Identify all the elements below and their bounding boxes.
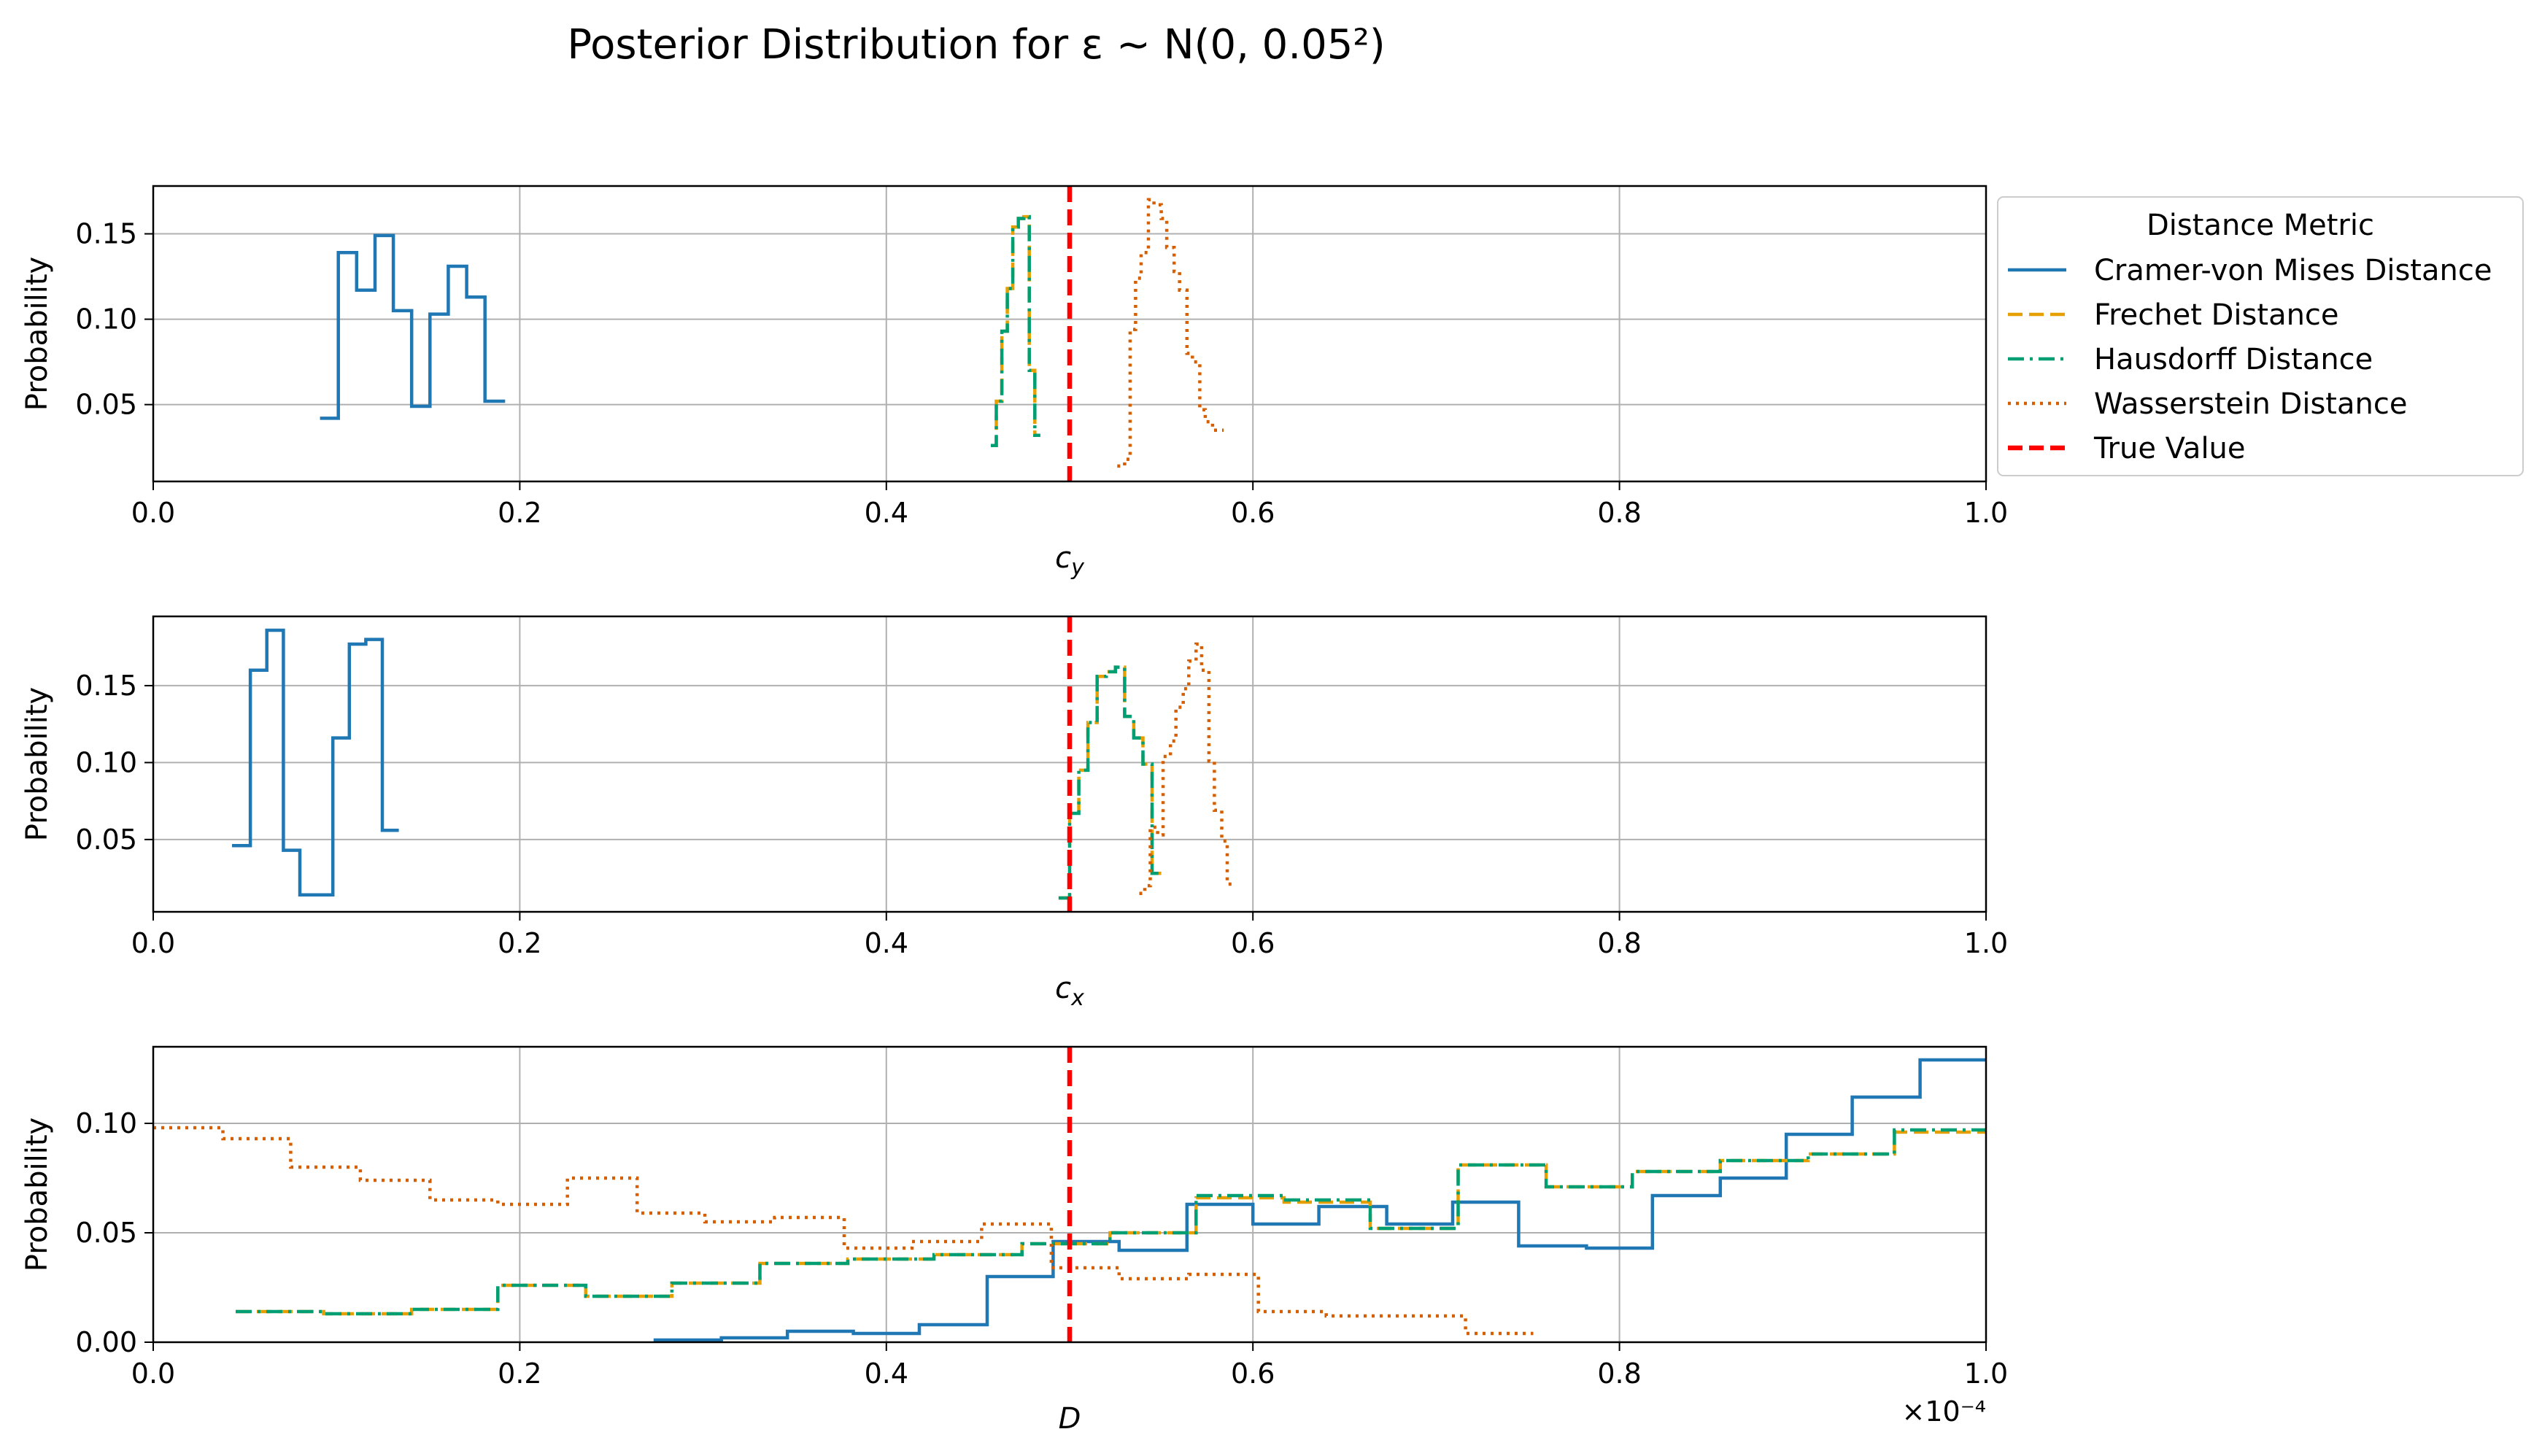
series-wasserstein-distance — [153, 1126, 1534, 1336]
x-tick-label: 0.6 — [1231, 497, 1275, 529]
series-cramer-von-mises-distance — [653, 1058, 1986, 1342]
x-tick-label: 1.0 — [1964, 927, 2008, 959]
x-tick-label: 0.2 — [498, 927, 541, 959]
y-tick-label: 0.10 — [75, 303, 137, 336]
x-axis-label: cx — [1055, 972, 1084, 1011]
y-axis-label: Probability — [20, 1118, 54, 1271]
legend: Distance Metric Cramer-von Mises Distance… — [1997, 196, 2524, 476]
panel-3: 0.0 0.2 0.4 0.6 0.8 1.0 0.00 0.05 0.10 D Probabili… — [20, 1045, 2008, 1436]
x-tick-label: 0.0 — [131, 497, 175, 529]
series-hausdorff-distance — [236, 1128, 1986, 1316]
x-tick-label: 0.6 — [1231, 1358, 1275, 1390]
y-tick-label: 0.05 — [75, 1217, 137, 1249]
x-tick-label: 0.0 — [131, 927, 175, 959]
x-tick-label: 0.4 — [865, 497, 908, 529]
y-tick-label: 0.15 — [75, 218, 137, 250]
legend-frame — [1997, 196, 2524, 476]
legend-entry-label: Wasserstein Distance — [2094, 387, 2407, 421]
series-wasserstein-distance — [1139, 642, 1233, 895]
legend-entry-label: Cramer-von Mises Distance — [2094, 254, 2492, 287]
legend-entry-label: Hausdorff Distance — [2094, 343, 2373, 376]
axes-frame — [152, 1045, 1987, 1344]
y-tick-label: 0.05 — [75, 389, 137, 421]
y-tick-label: 0.00 — [75, 1326, 137, 1358]
x-axis-multiplier: ×10⁻⁴ — [1902, 1395, 1986, 1428]
x-tick-label: 0.8 — [1597, 927, 1641, 959]
x-tick-label: 0.6 — [1231, 927, 1275, 959]
axes-frame — [152, 185, 1987, 483]
series-cramer-von-mises-distance — [232, 628, 399, 897]
legend-entry-label: True Value — [2093, 432, 2246, 465]
x-tick-label: 0.8 — [1597, 497, 1641, 529]
series-hausdorff-distance — [1058, 665, 1162, 900]
y-axis-label: Probability — [20, 257, 54, 411]
series-cramer-von-mises-distance — [320, 233, 506, 420]
y-tick-label: 0.05 — [75, 824, 137, 856]
x-tick-label: 0.8 — [1597, 1358, 1641, 1390]
x-axis-label: cy — [1055, 541, 1085, 581]
x-tick-label: 0.4 — [865, 927, 908, 959]
x-tick-label: 1.0 — [1964, 497, 2008, 529]
axes-frame — [152, 615, 1987, 913]
y-axis-label: Probability — [20, 687, 54, 841]
x-tick-label: 0.0 — [131, 1358, 175, 1390]
y-tick-label: 0.15 — [75, 670, 137, 702]
panel-1: 0.0 0.2 0.4 0.6 0.8 1.0 0.05 0.10 0.15 cy Probabil… — [20, 185, 2008, 581]
chart-title: Posterior Distribution for ε ~ N(0, 0.05… — [567, 21, 1385, 69]
x-axis-label: D — [1059, 1402, 1081, 1436]
x-tick-label: 1.0 — [1964, 1358, 2008, 1390]
x-tick-label: 0.2 — [498, 1358, 541, 1390]
x-tick-label: 0.4 — [865, 1358, 908, 1390]
series-hausdorff-distance — [991, 214, 1040, 448]
panel-2: 0.0 0.2 0.4 0.6 0.8 1.0 0.05 0.10 0.15 cx Probabil… — [20, 615, 2008, 1011]
y-tick-label: 0.10 — [75, 746, 137, 778]
legend-entry-label: Frechet Distance — [2094, 298, 2339, 332]
x-tick-label: 0.2 — [498, 497, 541, 529]
y-tick-label: 0.10 — [75, 1107, 137, 1139]
legend-title: Distance Metric — [2147, 209, 2374, 242]
